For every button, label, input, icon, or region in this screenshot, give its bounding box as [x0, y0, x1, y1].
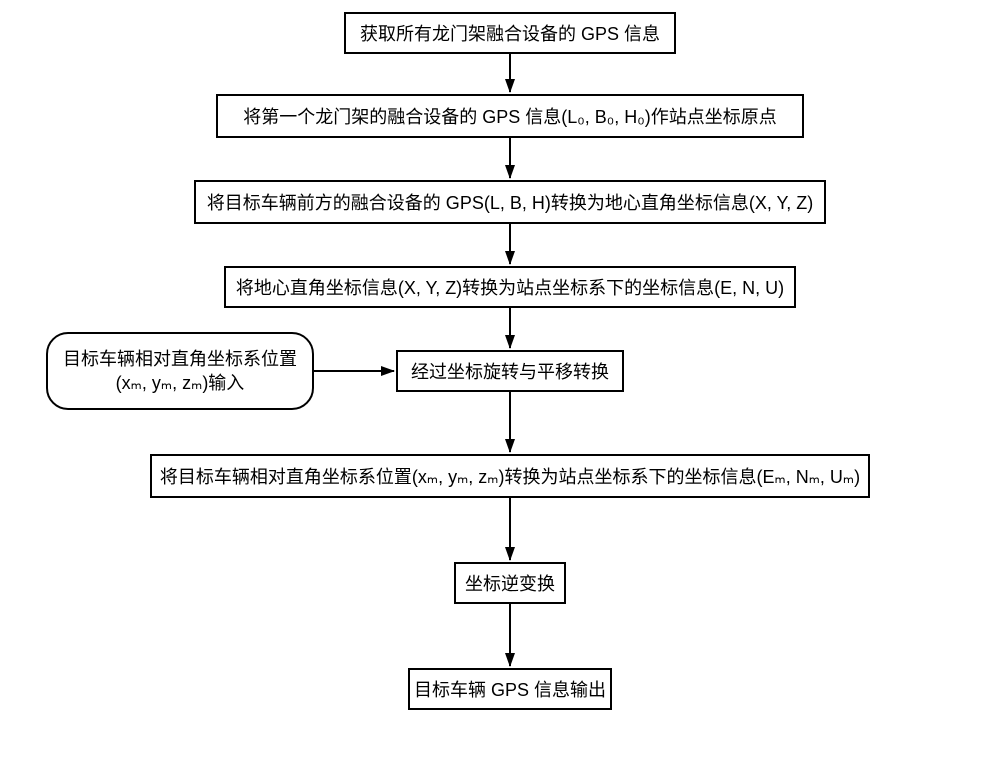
flow-node-label: 获取所有龙门架融合设备的 GPS 信息	[360, 20, 660, 46]
flowchart-stage: 获取所有龙门架融合设备的 GPS 信息将第一个龙门架的融合设备的 GPS 信息(…	[0, 0, 1000, 762]
flow-node-label: 将第一个龙门架的融合设备的 GPS 信息(L₀, B₀, H₀)作站点坐标原点	[243, 103, 776, 129]
flow-node-label: 目标车辆相对直角坐标系位置(xₘ, yₘ, zₘ)输入	[58, 347, 302, 396]
flow-node-label: 坐标逆变换	[465, 570, 555, 596]
flow-node-sin: 目标车辆相对直角坐标系位置(xₘ, yₘ, zₘ)输入	[46, 332, 314, 410]
flow-node-n6: 将目标车辆相对直角坐标系位置(xₘ, yₘ, zₘ)转换为站点坐标系下的坐标信息…	[150, 454, 870, 498]
flow-node-n1: 获取所有龙门架融合设备的 GPS 信息	[344, 12, 676, 54]
flow-node-n2: 将第一个龙门架的融合设备的 GPS 信息(L₀, B₀, H₀)作站点坐标原点	[216, 94, 804, 138]
flow-node-n5: 经过坐标旋转与平移转换	[396, 350, 624, 392]
flow-node-label: 将目标车辆前方的融合设备的 GPS(L, B, H)转换为地心直角坐标信息(X,…	[207, 189, 813, 215]
flow-node-n4: 将地心直角坐标信息(X, Y, Z)转换为站点坐标系下的坐标信息(E, N, U…	[224, 266, 796, 308]
flow-node-n8: 目标车辆 GPS 信息输出	[408, 668, 612, 710]
flow-node-n3: 将目标车辆前方的融合设备的 GPS(L, B, H)转换为地心直角坐标信息(X,…	[194, 180, 826, 224]
flow-node-label: 目标车辆 GPS 信息输出	[414, 676, 606, 702]
flow-node-label: 将目标车辆相对直角坐标系位置(xₘ, yₘ, zₘ)转换为站点坐标系下的坐标信息…	[160, 463, 860, 489]
flow-node-label: 经过坐标旋转与平移转换	[411, 358, 609, 384]
flow-node-label: 将地心直角坐标信息(X, Y, Z)转换为站点坐标系下的坐标信息(E, N, U…	[236, 274, 784, 300]
flow-node-n7: 坐标逆变换	[454, 562, 566, 604]
